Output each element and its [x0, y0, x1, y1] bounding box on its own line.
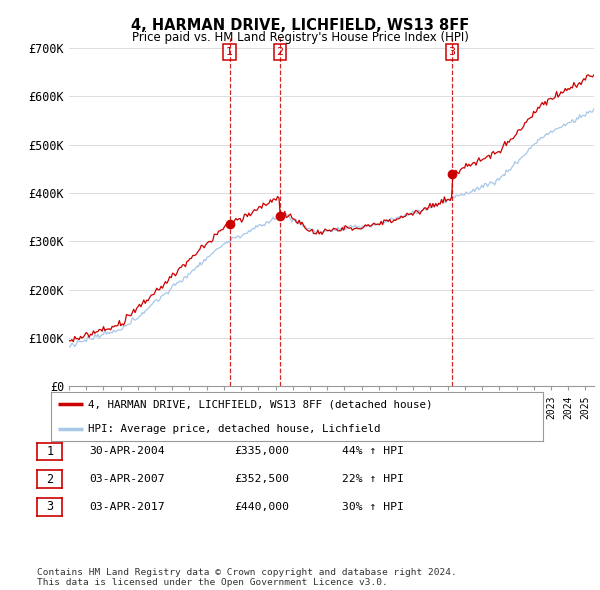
Text: 4, HARMAN DRIVE, LICHFIELD, WS13 8FF: 4, HARMAN DRIVE, LICHFIELD, WS13 8FF — [131, 18, 469, 32]
Text: Contains HM Land Registry data © Crown copyright and database right 2024.
This d: Contains HM Land Registry data © Crown c… — [37, 568, 457, 587]
Text: 3: 3 — [448, 47, 455, 57]
Text: £440,000: £440,000 — [234, 502, 289, 512]
Text: £335,000: £335,000 — [234, 447, 289, 456]
Text: 1: 1 — [46, 445, 53, 458]
Text: 3: 3 — [46, 500, 53, 513]
Text: 22% ↑ HPI: 22% ↑ HPI — [342, 474, 404, 484]
Text: 2: 2 — [46, 473, 53, 486]
Text: 2: 2 — [276, 47, 283, 57]
Text: 4, HARMAN DRIVE, LICHFIELD, WS13 8FF (detached house): 4, HARMAN DRIVE, LICHFIELD, WS13 8FF (de… — [88, 399, 433, 409]
Text: 44% ↑ HPI: 44% ↑ HPI — [342, 447, 404, 456]
Text: Price paid vs. HM Land Registry's House Price Index (HPI): Price paid vs. HM Land Registry's House … — [131, 31, 469, 44]
Text: 03-APR-2007: 03-APR-2007 — [89, 474, 164, 484]
Text: 30-APR-2004: 30-APR-2004 — [89, 447, 164, 456]
Text: £352,500: £352,500 — [234, 474, 289, 484]
Text: HPI: Average price, detached house, Lichfield: HPI: Average price, detached house, Lich… — [88, 424, 380, 434]
Text: 1: 1 — [226, 47, 233, 57]
Text: 03-APR-2017: 03-APR-2017 — [89, 502, 164, 512]
Text: 30% ↑ HPI: 30% ↑ HPI — [342, 502, 404, 512]
